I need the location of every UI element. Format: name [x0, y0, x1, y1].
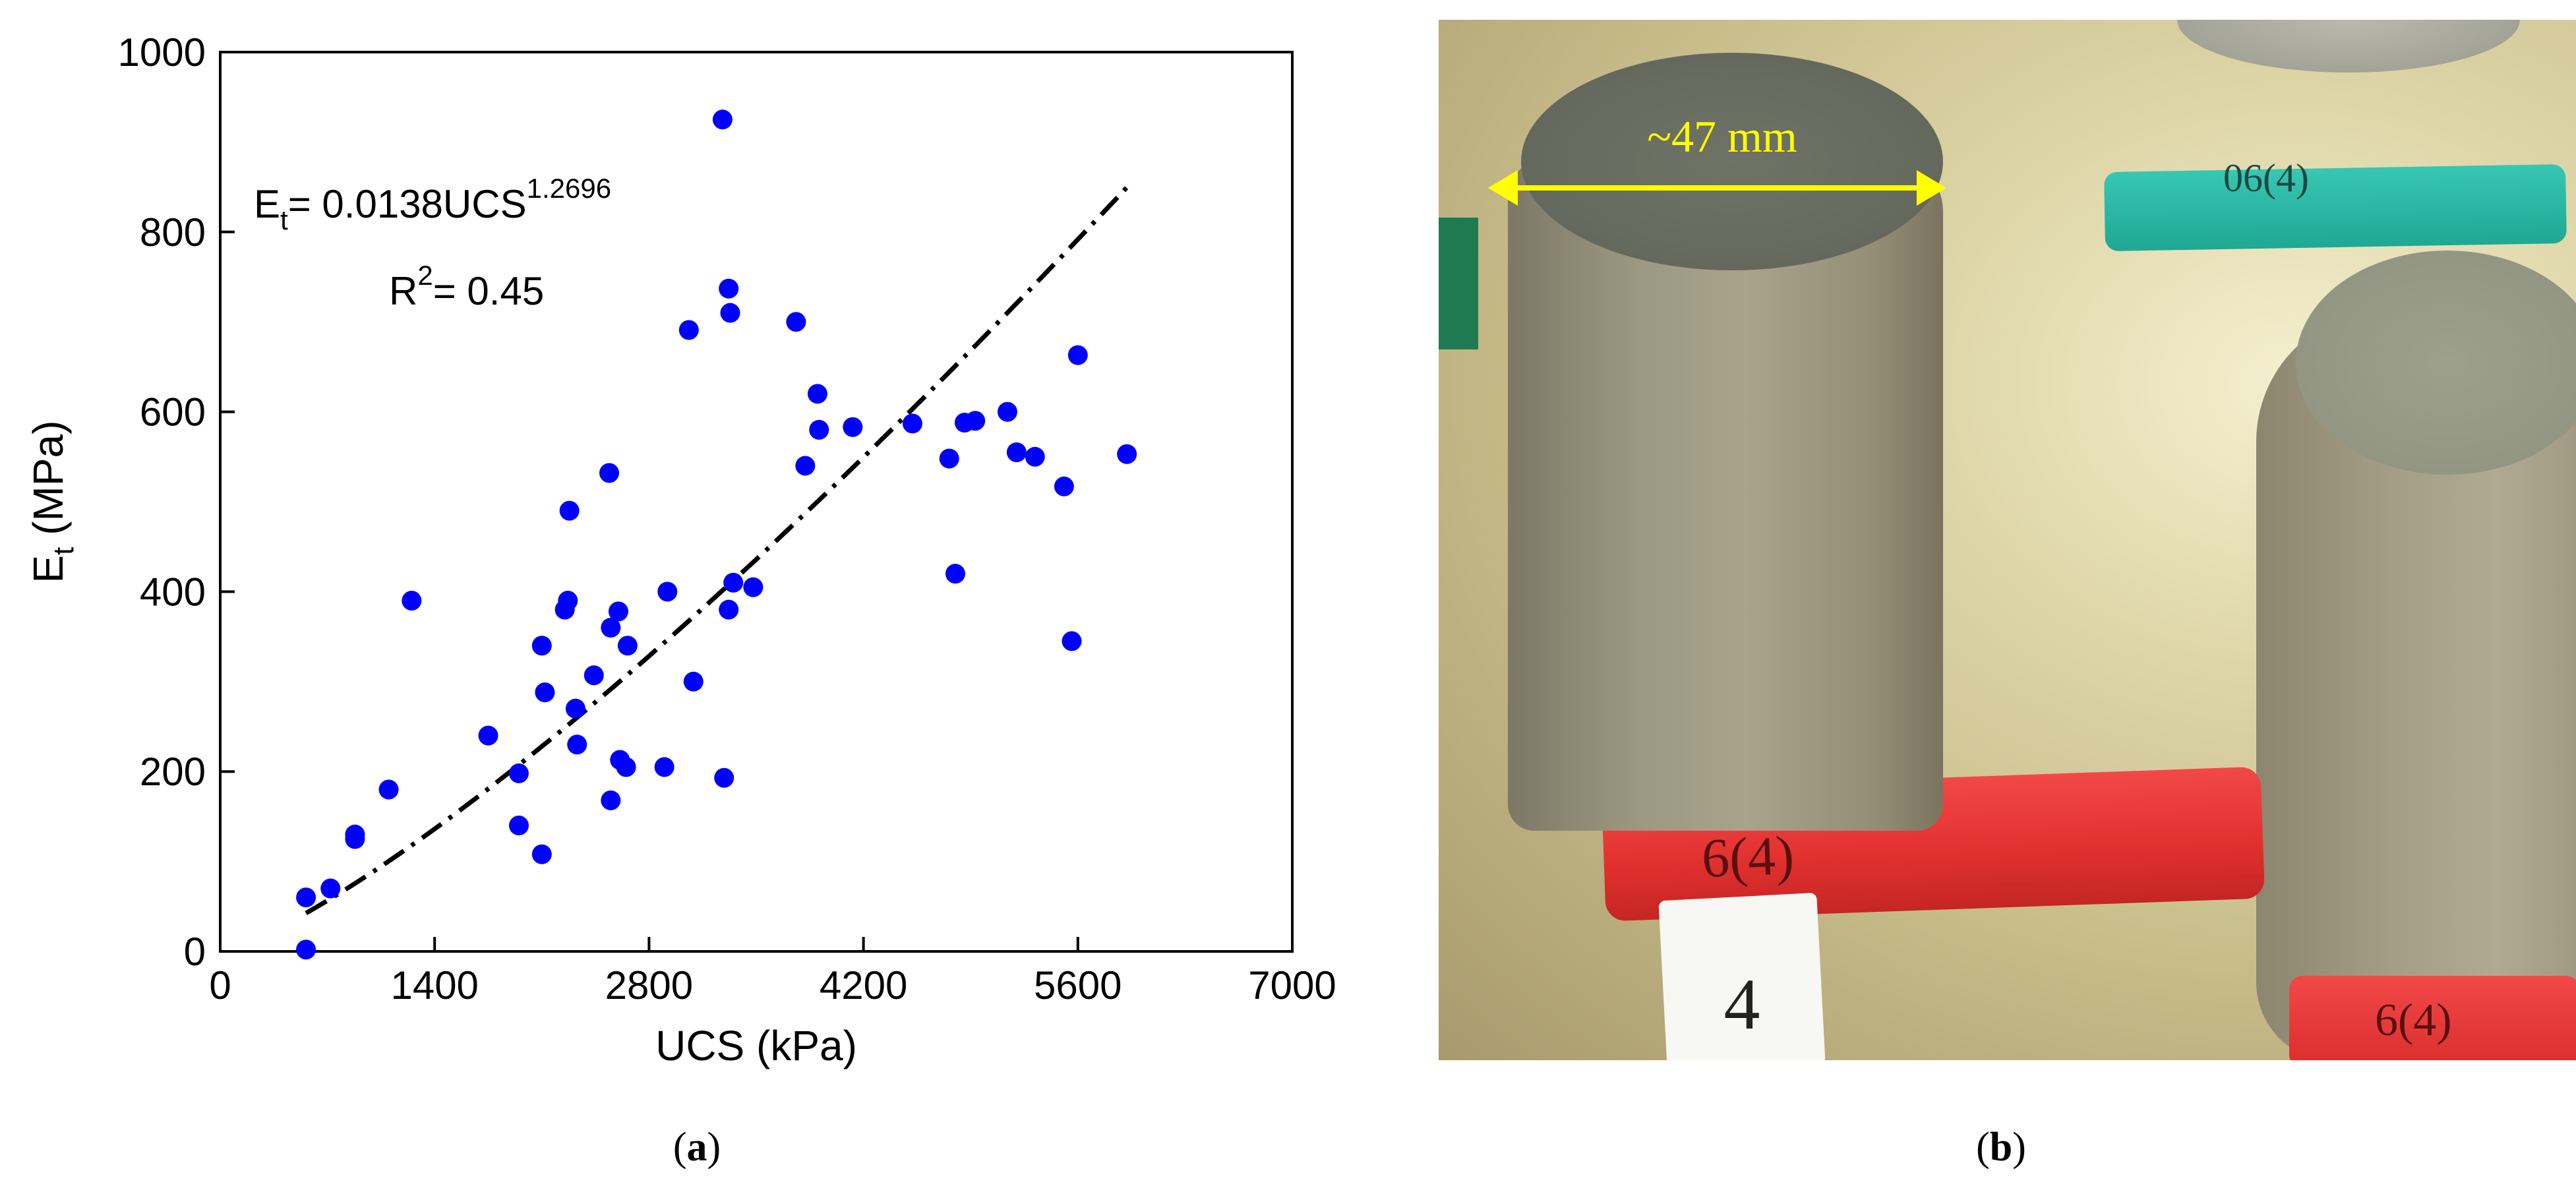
data-point — [378, 779, 399, 800]
data-point — [1054, 476, 1074, 496]
data-point — [714, 767, 734, 788]
data-point — [296, 887, 316, 908]
main-specimen-body — [1508, 158, 1943, 831]
green-sample-label — [1439, 218, 1478, 349]
data-point — [1117, 444, 1137, 464]
data-point — [719, 599, 739, 620]
data-point — [807, 384, 827, 404]
plot-area-frame — [219, 51, 1294, 953]
data-point — [601, 790, 621, 810]
red-label-handwriting: 6(4) — [1700, 825, 1795, 889]
fit-curve — [305, 185, 1129, 916]
x-tick-label: 1400 — [390, 963, 478, 1007]
data-point — [965, 411, 986, 431]
data-point — [508, 763, 529, 783]
data-point — [1006, 442, 1027, 462]
y-tick-label: 800 — [140, 210, 206, 255]
equation-label: Et= 0.0138UCS1.2696 — [254, 173, 611, 235]
data-point — [617, 636, 638, 656]
data-point — [1062, 631, 1082, 651]
data-point — [678, 320, 699, 340]
axis-ticks — [219, 51, 1294, 953]
dimension-label: ~47 mm — [1647, 111, 1797, 162]
data-point — [1025, 446, 1045, 467]
data-point — [535, 682, 555, 703]
data-point — [786, 312, 806, 332]
x-axis-title: UCS (kPa) — [655, 1022, 857, 1069]
x-tick-label: 5600 — [1034, 963, 1122, 1007]
data-point — [712, 109, 733, 130]
right-specimen-top — [2296, 251, 2576, 475]
data-point — [720, 303, 740, 323]
data-point — [657, 582, 678, 602]
data-point — [683, 671, 704, 692]
data-point — [723, 572, 744, 593]
caption-a: (a) — [673, 1125, 721, 1170]
data-point — [743, 577, 764, 597]
data-point — [997, 402, 1017, 422]
y-tick-label: 600 — [140, 390, 206, 434]
data-point — [531, 844, 552, 864]
right-red-label-handwriting: 6(4) — [2375, 995, 2452, 1046]
tag-number: 4 — [1724, 964, 1760, 1044]
data-point — [559, 500, 580, 521]
data-point — [809, 419, 829, 440]
main-specimen-top — [1521, 53, 1943, 270]
data-point — [1067, 345, 1088, 365]
y-axis-title: Et (MPa) — [24, 421, 80, 584]
data-point — [345, 824, 365, 845]
x-tick-label: 4200 — [820, 963, 907, 1007]
data-point — [584, 665, 604, 686]
x-tick-label: 7000 — [1248, 963, 1336, 1007]
right-red-sample-label — [2289, 976, 2576, 1060]
dimension-arrow — [1488, 170, 1946, 206]
photo-annotations: ~47 mm 4 6(4) 06(4) 6(4) — [1488, 111, 2452, 1046]
y-tick-label: 400 — [140, 570, 206, 614]
data-point — [616, 757, 636, 777]
data-point — [719, 278, 739, 299]
data-point — [531, 636, 552, 656]
data-point — [939, 448, 959, 469]
data-point — [478, 725, 498, 746]
caption-b: (b) — [1976, 1125, 2026, 1170]
data-point — [795, 456, 816, 476]
data-point — [843, 417, 863, 437]
data-point — [601, 617, 621, 638]
y-tick-label: 200 — [140, 750, 206, 794]
data-point — [508, 816, 529, 836]
teal-label-handwriting: 06(4) — [2223, 156, 2309, 200]
x-tick-label: 0 — [209, 963, 231, 1007]
data-point — [945, 564, 965, 584]
scatter-chart: 0 1400 2800 4200 5600 7000 0 200 400 600 800 1000 E… — [24, 30, 1336, 1069]
data-point — [902, 413, 922, 434]
data-point — [565, 698, 585, 719]
y-tick-label: 0 — [184, 930, 206, 974]
specimen-photo: ~47 mm 4 6(4) 06(4) 6(4) — [1439, 20, 2576, 1060]
x-tick-label: 2800 — [605, 963, 693, 1007]
r-squared-label: R2= 0.45 — [389, 260, 544, 313]
data-point — [599, 463, 620, 483]
y-tick-label: 1000 — [118, 30, 206, 75]
data-point — [296, 940, 316, 960]
data-point — [320, 878, 341, 899]
data-point — [567, 734, 587, 755]
data-point — [654, 757, 674, 777]
data-point — [402, 591, 422, 611]
data-point — [608, 601, 628, 622]
data-points — [296, 109, 1137, 960]
tick-labels: 0 1400 2800 4200 5600 7000 0 200 400 600 800 1000 — [118, 30, 1336, 1007]
data-point — [558, 591, 578, 611]
